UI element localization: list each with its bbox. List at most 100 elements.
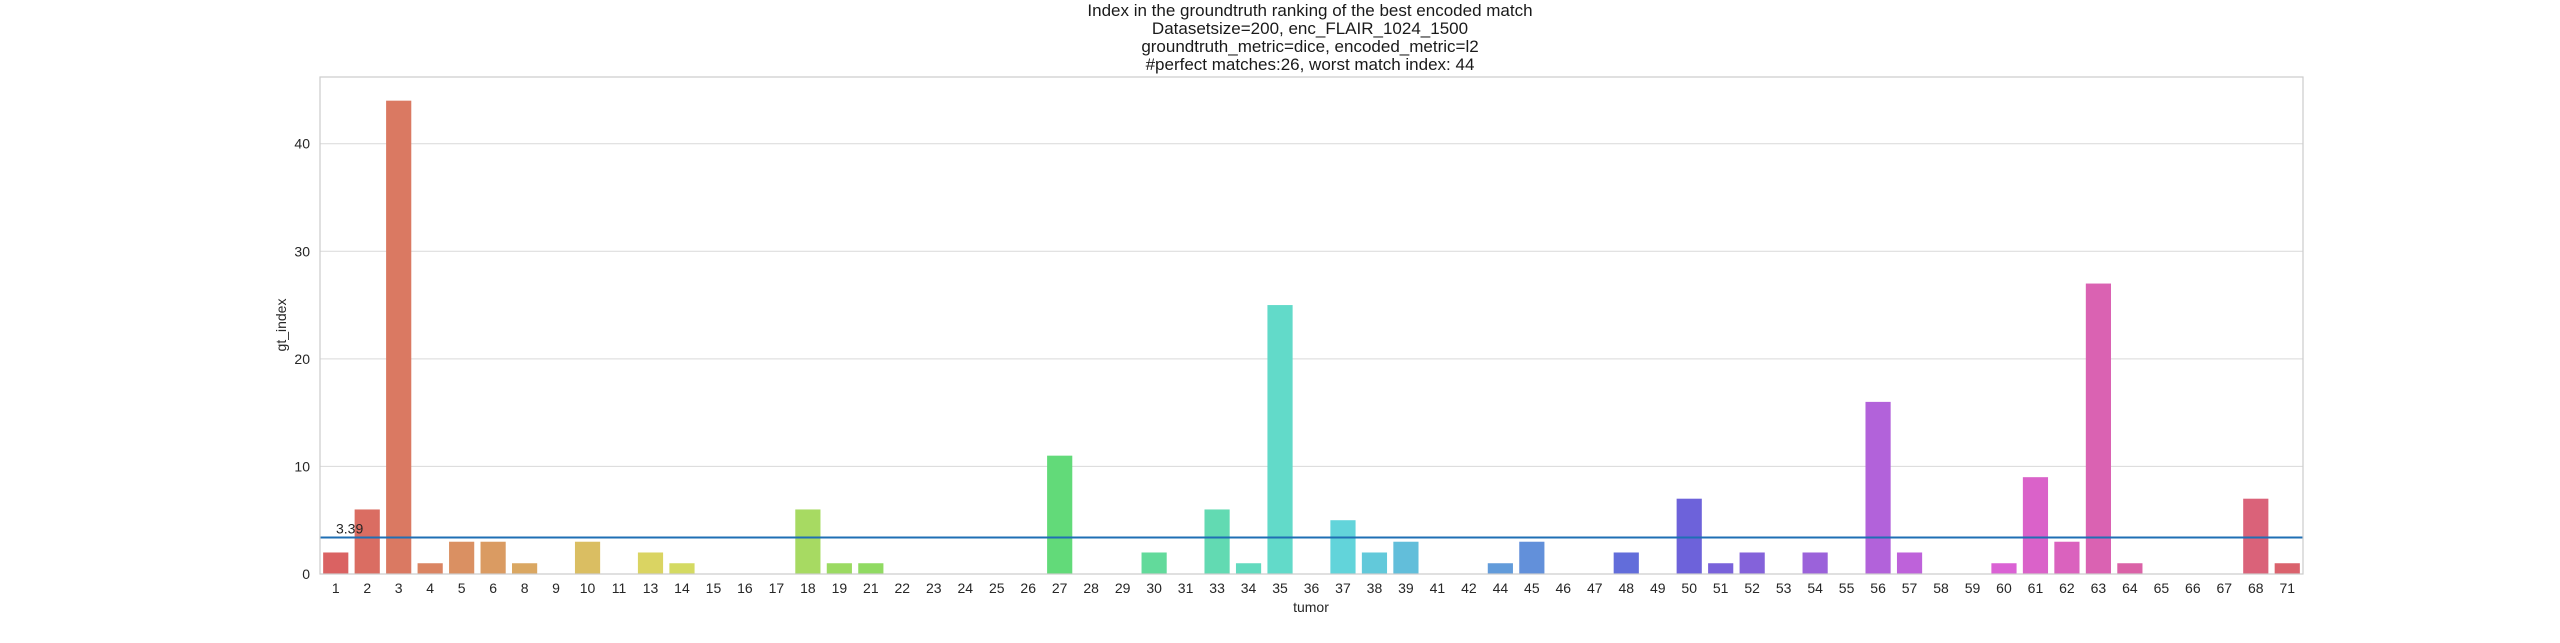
x-tick-label: 51 bbox=[1713, 580, 1729, 596]
x-tick-label: 3 bbox=[395, 580, 403, 596]
bar-tumor-57 bbox=[1896, 552, 1923, 574]
bar-tumor-64 bbox=[2117, 563, 2143, 574]
x-tick-label: 14 bbox=[674, 580, 690, 596]
bar-tumor-44 bbox=[1487, 563, 1513, 574]
title-line-2: Datasetsize=200, enc_FLAIR_1024_1500 bbox=[1152, 19, 1468, 38]
y-tick-label: 30 bbox=[294, 243, 310, 259]
bar-tumor-33 bbox=[1204, 509, 1230, 574]
x-tick-label: 56 bbox=[1870, 580, 1886, 596]
x-tick-label: 4 bbox=[426, 580, 434, 596]
x-tick-label: 24 bbox=[957, 580, 973, 596]
x-tick-label: 38 bbox=[1367, 580, 1383, 596]
x-tick-label: 41 bbox=[1430, 580, 1446, 596]
x-tick-label: 57 bbox=[1902, 580, 1918, 596]
x-tick-label: 28 bbox=[1083, 580, 1099, 596]
x-tick-label: 1 bbox=[332, 580, 340, 596]
bar-tumor-2 bbox=[354, 509, 380, 574]
x-tick-label: 65 bbox=[2154, 580, 2170, 596]
bar-tumor-13 bbox=[637, 552, 664, 574]
x-tick-label: 25 bbox=[989, 580, 1005, 596]
x-tick-label: 60 bbox=[1996, 580, 2012, 596]
reference-line-label: 3.39 bbox=[336, 521, 363, 537]
bar-tumor-14 bbox=[669, 563, 695, 574]
chart-title: Index in the groundtruth ranking of the … bbox=[1087, 1, 1532, 74]
x-tick-label: 63 bbox=[2091, 580, 2107, 596]
x-tick-label: 39 bbox=[1398, 580, 1414, 596]
y-tick-label: 20 bbox=[294, 351, 310, 367]
bar-tumor-6 bbox=[480, 541, 506, 574]
x-tick-label: 27 bbox=[1052, 580, 1068, 596]
bar-tumor-21 bbox=[858, 563, 884, 574]
x-tick-labels: 1 2 3 4 5 6 8 9 10 11 13 14 15 16 17 18 19 21 22 23 24 25 26 27… bbox=[332, 580, 2295, 596]
bar-tumor-4 bbox=[417, 563, 443, 574]
x-tick-label: 61 bbox=[2028, 580, 2044, 596]
y-axis-label: gt_index bbox=[273, 299, 289, 352]
bar-tumor-71 bbox=[2274, 563, 2300, 574]
title-line-4: #perfect matches:26, worst match index: … bbox=[1146, 55, 1475, 74]
x-tick-label: 44 bbox=[1493, 580, 1509, 596]
x-tick-label: 50 bbox=[1681, 580, 1697, 596]
x-tick-label: 15 bbox=[706, 580, 722, 596]
x-tick-label: 49 bbox=[1650, 580, 1666, 596]
x-tick-label: 21 bbox=[863, 580, 879, 596]
bar-tumor-51 bbox=[1708, 563, 1734, 574]
bar-tumor-54 bbox=[1802, 552, 1828, 574]
x-tick-label: 33 bbox=[1209, 580, 1225, 596]
title-line-1: Index in the groundtruth ranking of the … bbox=[1087, 1, 1532, 20]
bar-tumor-3 bbox=[386, 100, 412, 575]
x-tick-label: 66 bbox=[2185, 580, 2201, 596]
bar-tumor-63 bbox=[2085, 283, 2111, 574]
y-tick-label: 10 bbox=[294, 458, 310, 474]
bar-tumor-39 bbox=[1393, 541, 1419, 574]
bar-tumor-60 bbox=[1991, 563, 2017, 574]
bar-tumor-48 bbox=[1613, 552, 1639, 574]
x-tick-label: 31 bbox=[1178, 580, 1194, 596]
grid-lines bbox=[320, 143, 2303, 467]
x-tick-label: 17 bbox=[769, 580, 785, 596]
x-tick-label: 59 bbox=[1965, 580, 1981, 596]
x-tick-label: 58 bbox=[1933, 580, 1949, 596]
bar-tumor-68 bbox=[2243, 498, 2269, 574]
bar-tumor-30 bbox=[1141, 552, 1167, 574]
x-tick-label: 48 bbox=[1618, 580, 1634, 596]
x-tick-label: 45 bbox=[1524, 580, 1540, 596]
x-tick-label: 30 bbox=[1146, 580, 1162, 596]
x-tick-label: 67 bbox=[2217, 580, 2233, 596]
x-tick-label: 64 bbox=[2122, 580, 2138, 596]
bar-tumor-37 bbox=[1330, 520, 1356, 574]
bars bbox=[323, 100, 2300, 575]
x-tick-label: 47 bbox=[1587, 580, 1603, 596]
x-tick-label: 8 bbox=[521, 580, 529, 596]
bar-tumor-1 bbox=[323, 552, 349, 574]
x-tick-label: 18 bbox=[800, 580, 816, 596]
x-tick-label: 13 bbox=[643, 580, 659, 596]
x-tick-label: 22 bbox=[895, 580, 911, 596]
x-tick-label: 5 bbox=[458, 580, 466, 596]
bar-tumor-62 bbox=[2054, 541, 2080, 574]
x-tick-label: 62 bbox=[2059, 580, 2075, 596]
x-tick-label: 19 bbox=[832, 580, 848, 596]
bar-tumor-45 bbox=[1519, 541, 1545, 574]
x-tick-label: 10 bbox=[580, 580, 596, 596]
x-tick-label: 9 bbox=[552, 580, 560, 596]
x-tick-label: 46 bbox=[1556, 580, 1572, 596]
x-tick-label: 68 bbox=[2248, 580, 2264, 596]
x-tick-label: 26 bbox=[1020, 580, 1036, 596]
title-line-3: groundtruth_metric=dice, encoded_metric=… bbox=[1141, 37, 1478, 56]
x-tick-label: 16 bbox=[737, 580, 753, 596]
bar-tumor-34 bbox=[1235, 563, 1262, 574]
x-tick-label: 23 bbox=[926, 580, 942, 596]
x-tick-label: 37 bbox=[1335, 580, 1351, 596]
bar-tumor-35 bbox=[1267, 305, 1293, 574]
plot-frame bbox=[319, 76, 2304, 575]
x-tick-label: 11 bbox=[612, 580, 627, 596]
bar-tumor-52 bbox=[1739, 552, 1765, 574]
bar-tumor-38 bbox=[1361, 552, 1388, 574]
y-tick-labels: 0 10 20 30 40 bbox=[294, 136, 310, 582]
x-tick-label: 36 bbox=[1304, 580, 1320, 596]
y-tick-label: 0 bbox=[302, 566, 310, 582]
x-tick-label: 6 bbox=[489, 580, 497, 596]
bar-tumor-19 bbox=[826, 563, 852, 574]
x-tick-label: 29 bbox=[1115, 580, 1131, 596]
